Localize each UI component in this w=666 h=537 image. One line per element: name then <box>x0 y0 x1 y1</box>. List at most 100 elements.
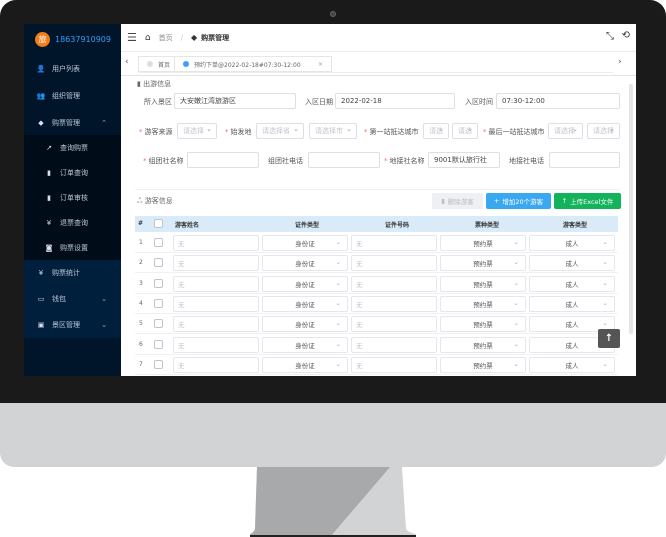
id-type-select[interactable]: 身份证 <box>262 336 348 353</box>
row-checkbox[interactable] <box>154 298 163 308</box>
upload-excel-button[interactable]: ↑ 上传Excel文件 <box>554 193 621 209</box>
local-phone-field[interactable] <box>549 152 620 168</box>
id-number-input[interactable]: 无 <box>351 356 437 373</box>
row-number: 6 <box>139 340 143 348</box>
logout-icon[interactable]: ⟲ <box>621 30 630 41</box>
main: ☰ ⌂ 首页 / ◆ 购票管理 ⤡ ⟲ ‹ 首页 预约下单@2022-02-18… <box>121 24 636 376</box>
sidebar-item-label: 用户列表 <box>52 65 80 73</box>
id-type-select[interactable]: 身份证 <box>262 316 348 333</box>
tourist-type-select[interactable]: 成人 <box>529 316 615 333</box>
city-select[interactable]: 请选择市 <box>309 123 357 139</box>
last-province-select[interactable]: 请选择 <box>548 123 583 139</box>
group-phone-label: 组团社电话 <box>268 157 303 165</box>
ticket-type-select[interactable]: 预约票 <box>440 235 526 251</box>
id-number-input[interactable]: 无 <box>351 235 437 251</box>
menu-toggle-icon[interactable]: ☰ <box>127 31 137 44</box>
id-number-input[interactable]: 无 <box>351 336 437 353</box>
local-name-field[interactable]: 9001默认旅行社 <box>428 152 500 168</box>
breadcrumb-home[interactable]: 首页 <box>158 33 173 42</box>
source-select[interactable]: 请选择 <box>177 123 217 139</box>
delete-tourist-button[interactable]: ▮ 删除游客 <box>432 193 483 209</box>
id-number-input[interactable]: 无 <box>351 316 437 333</box>
tourist-type-select[interactable]: 成人 <box>529 275 615 292</box>
col-id-type: 证件类型 <box>295 222 320 229</box>
tab-home[interactable]: 首页 <box>138 56 180 72</box>
row-number: 7 <box>139 360 143 368</box>
tag-icon: ◆ <box>38 119 44 127</box>
scrollbar[interactable] <box>629 84 633 334</box>
sidebar-item[interactable]: ¥ 购票统计 <box>24 260 121 286</box>
table-row: 3 无 身份证 无 预约票 成人 <box>135 274 618 294</box>
sidebar-item-label: 购票管理 <box>52 119 80 127</box>
sidebar-item[interactable]: ▭ 钱包 ⌄ <box>24 286 121 312</box>
id-number-input[interactable]: 无 <box>351 275 437 292</box>
name-input[interactable]: 无 <box>173 275 259 292</box>
sidebar-item[interactable]: ▮ 订单审核 <box>24 185 121 211</box>
ticket-type-select[interactable]: 预约票 <box>440 255 526 272</box>
row-number: 2 <box>139 259 143 267</box>
sidebar-item[interactable]: ↗ 查询购票 <box>24 135 121 161</box>
tourist-type-select[interactable]: 成人 <box>529 235 615 251</box>
row-checkbox[interactable] <box>154 238 163 247</box>
row-checkbox[interactable] <box>154 339 163 349</box>
id-number-input[interactable]: 无 <box>351 295 437 312</box>
province-select[interactable]: 请选择省 <box>256 123 304 139</box>
time-field[interactable]: 07:30-12:00 <box>496 93 620 109</box>
plus-icon: + <box>493 197 500 205</box>
id-type-select[interactable]: 身份证 <box>262 235 348 251</box>
doc-icon: ▮ <box>47 169 51 177</box>
id-type-select[interactable]: 身份证 <box>262 295 348 312</box>
sidebar-item[interactable]: 👥 组织管理 <box>24 83 121 109</box>
name-input[interactable]: 无 <box>173 336 259 353</box>
user-info[interactable]: 旅 18637910909 <box>35 32 111 47</box>
fullscreen-exit-icon[interactable]: ⤡ <box>606 31 614 42</box>
name-input[interactable]: 无 <box>173 356 259 373</box>
back-to-top-button[interactable]: ↑ <box>598 329 620 348</box>
name-input[interactable]: 无 <box>173 255 259 272</box>
sidebar-item[interactable]: 👤 用户列表 <box>24 56 121 82</box>
id-number-input[interactable]: 无 <box>351 255 437 272</box>
last-city-select[interactable]: 请选择 <box>587 123 620 139</box>
monitor-stand <box>250 467 416 537</box>
sidebar-item[interactable]: ▣ 景区管理 ⌄ <box>24 312 121 338</box>
name-input[interactable]: 无 <box>173 235 259 251</box>
row-checkbox[interactable] <box>154 258 163 268</box>
tabs-scroll-right[interactable]: › <box>618 57 622 67</box>
sidebar: 旅 18637910909 👤 用户列表 👥 组织管理 ◆ 购票管理 ⌃ ↗ 查询购票 ▮ 订单查询… <box>24 24 121 376</box>
sidebar-item[interactable]: ◙ 购票设置 <box>24 235 121 261</box>
group-name-field[interactable] <box>187 152 259 168</box>
tourist-type-select[interactable]: 成人 <box>529 255 615 272</box>
ticket-type-select[interactable]: 预约票 <box>440 316 526 333</box>
sidebar-item[interactable]: ¥ 退票查询 <box>24 210 121 236</box>
select-all-checkbox[interactable] <box>154 219 163 228</box>
scenic-field[interactable]: 大安嫩江湾旅游区 <box>174 93 296 109</box>
row-checkbox[interactable] <box>154 359 163 369</box>
name-input[interactable]: 无 <box>173 295 259 312</box>
sidebar-item[interactable]: ◆ 购票管理 ⌃ <box>24 110 121 136</box>
id-type-select[interactable]: 身份证 <box>262 275 348 292</box>
date-field[interactable]: 2022-02-18 <box>335 93 455 109</box>
first-city-select[interactable]: 请选 <box>452 123 478 139</box>
name-input[interactable]: 无 <box>173 316 259 333</box>
first-province-select[interactable]: 请选 <box>423 123 449 139</box>
group-phone-field[interactable] <box>308 152 380 168</box>
tag-icon: ◆ <box>190 33 198 42</box>
tabs-scroll-left[interactable]: ‹ <box>125 57 129 67</box>
tourist-type-select[interactable]: 成人 <box>529 356 615 373</box>
id-type-select[interactable]: 身份证 <box>262 356 348 373</box>
close-icon[interactable]: × <box>317 60 323 68</box>
ticket-type-select[interactable]: 预约票 <box>440 356 526 373</box>
tab-order[interactable]: 预约下单@2022-02-18#07:30-12:00 × <box>174 56 332 72</box>
tourist-type-select[interactable]: 成人 <box>529 295 615 312</box>
row-checkbox[interactable] <box>154 278 163 288</box>
id-type-select[interactable]: 身份证 <box>262 255 348 272</box>
ticket-type-select[interactable]: 预约票 <box>440 275 526 292</box>
row-number: 4 <box>139 299 143 307</box>
sidebar-item[interactable]: ▮ 订单查询 <box>24 160 121 186</box>
ticket-type-select[interactable]: 预约票 <box>440 295 526 312</box>
row-checkbox[interactable] <box>154 319 163 329</box>
breadcrumb-separator: / <box>180 33 183 42</box>
ticket-type-select[interactable]: 预约票 <box>440 336 526 353</box>
table-row: 7 无 身份证 无 预约票 成人 <box>135 355 618 375</box>
add-tourists-button[interactable]: + 增加20个游客 <box>486 193 551 209</box>
